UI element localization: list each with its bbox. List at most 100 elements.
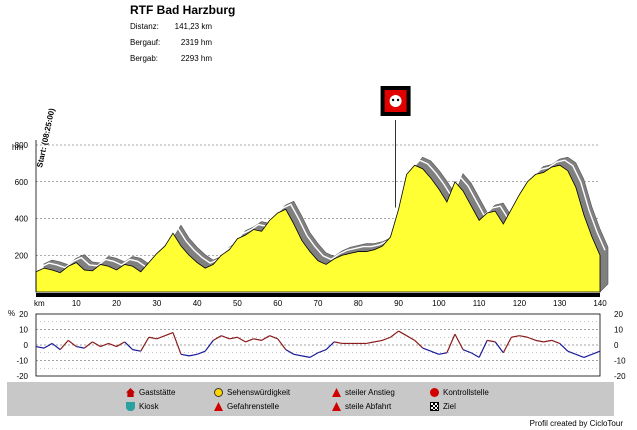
gradient-segment [212, 335, 222, 341]
checkpoint-icon-eye [391, 98, 395, 102]
gradient-segment [237, 336, 246, 343]
gradient-segment [551, 339, 560, 345]
legend-item: Ziel [430, 402, 456, 411]
gradient-segment [487, 339, 496, 343]
stat-label-descent: Bergab: [130, 54, 159, 63]
gradient-segment [188, 353, 198, 357]
gradient-segment [293, 353, 302, 357]
gradient-segment [366, 341, 375, 345]
gradient-segment [494, 341, 504, 354]
gradient-segment [543, 339, 552, 343]
warning-icon [214, 402, 223, 411]
gradient-segment [277, 338, 287, 351]
distance-tick-label: 120 [513, 299, 527, 308]
steep-climb-icon [332, 388, 341, 397]
legend-label: steile Abfahrt [345, 402, 392, 411]
house-icon [126, 388, 135, 397]
gradient-segment [567, 350, 577, 355]
stat-label-distance: Distanz: [130, 22, 159, 31]
legend: Gaststätte Kiosk Sehenswürdigkeit Gefahrens… [7, 382, 614, 416]
gradient-segment [196, 350, 206, 355]
elevation-tick-label: 600 [15, 178, 29, 187]
gradient-segment [261, 335, 270, 341]
gradient-segment [164, 332, 174, 337]
gradient-segment [245, 338, 254, 343]
gradient-segment [462, 349, 472, 354]
gradient-tick-label-left: 10 [19, 326, 28, 335]
gradient-segment [35, 345, 45, 349]
legend-item: steile Abfahrt [332, 402, 391, 411]
distance-tick-label: 70 [314, 299, 323, 308]
gradient-segment [285, 349, 295, 355]
gradient-segment [317, 349, 327, 354]
distance-tick-label: 50 [233, 299, 242, 308]
gradient-segment [116, 341, 125, 348]
gradient-segment [180, 353, 190, 357]
footer-credit: Profil created by CicloTour [529, 419, 623, 428]
distance-tick-label: 100 [432, 299, 446, 308]
gradient-tick-label-left: -20 [16, 372, 28, 381]
legend-label: Gefahrenstelle [227, 402, 280, 411]
elevation-unit-label: hm [12, 143, 23, 152]
gradient-segment [438, 352, 448, 355]
legend-item: Gefahrenstelle [214, 402, 279, 411]
gradient-segment [422, 347, 432, 352]
distance-tick-label: 30 [152, 299, 161, 308]
gradient-segment [253, 338, 262, 341]
gradient-segment [124, 341, 134, 351]
gradient-segment [140, 336, 150, 352]
gradient-segment [390, 330, 399, 338]
gradient-segment [519, 335, 528, 338]
gradient-segment [511, 335, 520, 338]
gradient-tick-label-left: 0 [24, 341, 29, 350]
gradient-segment [382, 336, 391, 341]
gradient-segment [374, 339, 383, 343]
cup-icon [126, 402, 135, 411]
gradient-segment [591, 350, 601, 355]
gradient-unit-label: % [8, 309, 15, 318]
page-title: RTF Bad Harzburg [130, 3, 236, 17]
stat-value-climb: 2319 hm [180, 38, 212, 47]
legend-label: Sehenswürdigkeit [227, 388, 291, 397]
gradient-segment [67, 339, 77, 348]
gradient-segment [132, 349, 141, 352]
gradient-segment [470, 352, 480, 358]
gradient-segment [583, 353, 593, 358]
stat-label-climb: Bergauf: [130, 38, 161, 47]
distance-tick-label: 140 [593, 299, 607, 308]
distance-tick-label: 80 [354, 299, 363, 308]
gradient-segment [108, 342, 117, 348]
gradient-tick-label-left: -10 [16, 357, 28, 366]
gradient-segment [156, 335, 166, 340]
distance-tick-label: 110 [473, 299, 486, 308]
legend-item: Kiosk [126, 402, 159, 411]
gradient-segment [334, 341, 343, 345]
gradient-segment [478, 340, 488, 358]
distance-tick-label: 130 [553, 299, 567, 308]
stat-value-descent: 2293 hm [180, 54, 212, 63]
gradient-segment [430, 350, 440, 355]
gradient-segment [446, 333, 456, 353]
elevation-tick-label: 800 [15, 141, 29, 150]
gradient-segment [229, 336, 238, 340]
gradient-segment [325, 341, 335, 351]
legend-label: Gaststätte [139, 388, 176, 397]
stat-value-distance: 141,23 km [174, 22, 212, 31]
gradient-segment [204, 339, 214, 352]
legend-label: steiler Anstieg [345, 388, 395, 397]
gradient-tick-label-right: 0 [614, 341, 619, 350]
checkpoint-marker [380, 86, 411, 208]
distance-tick-label: 10 [72, 299, 81, 308]
legend-label: Ziel [443, 402, 456, 411]
legend-item: steiler Anstieg [332, 388, 395, 397]
gradient-segment [92, 341, 101, 348]
legend-item: Kontrollstelle [430, 388, 489, 397]
gradient-series [35, 330, 601, 358]
gradient-tick-label-right: -20 [614, 372, 626, 381]
legend-item: Sehenswürdigkeit [214, 388, 290, 397]
distance-tick-label: 40 [193, 299, 202, 308]
gradient-axes: -20 -20 -10 -10 0 0 10 10 20 20 [16, 310, 626, 381]
gradient-segment [221, 335, 230, 340]
gradient-segment [269, 335, 278, 340]
